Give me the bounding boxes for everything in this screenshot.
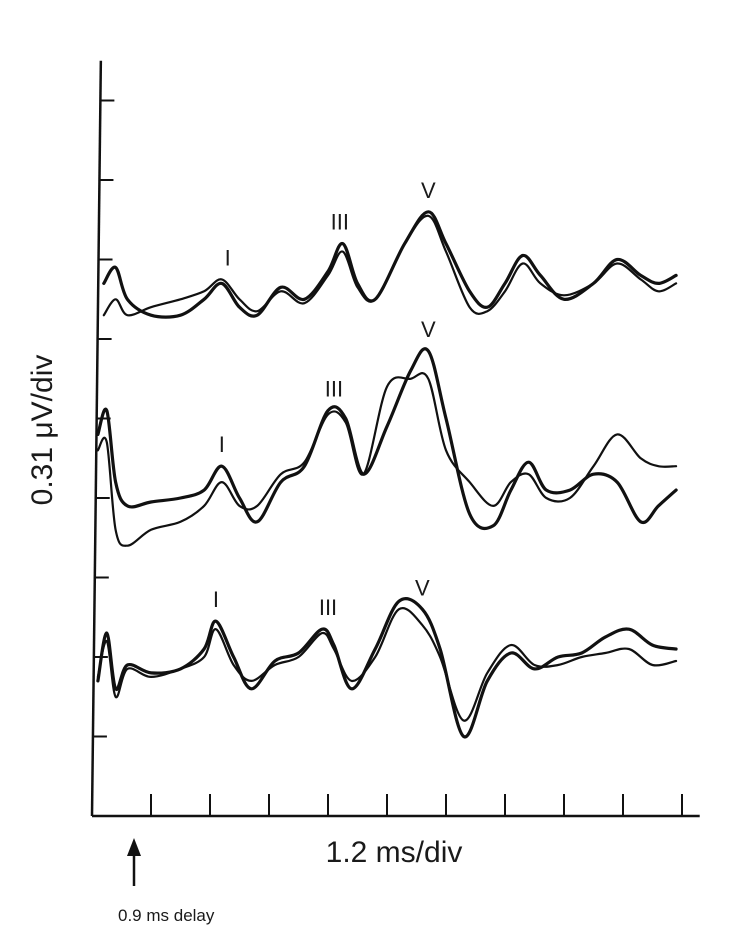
peak-label: I <box>219 432 225 457</box>
axes <box>90 60 700 818</box>
peak-label: I <box>213 587 219 612</box>
peak-label: I <box>225 245 231 270</box>
peak-label: III <box>325 377 343 402</box>
x-axis-label: 1.2 ms/div <box>326 836 463 869</box>
trace-3-line-2 <box>96 607 678 722</box>
trace-2-line-1 <box>96 347 678 531</box>
trace-1-line-2 <box>102 214 678 317</box>
trace-1-line-1 <box>102 210 678 319</box>
delay-annotation: 0.9 ms delay <box>118 906 215 925</box>
peak-label: V <box>421 317 436 342</box>
y-axis-label: 0.31 μV/div <box>26 355 59 506</box>
trace-2-line-2 <box>96 372 678 547</box>
peak-label: V <box>421 178 436 203</box>
traces <box>96 210 678 739</box>
peak-label: V <box>415 575 430 600</box>
y-axis-line <box>90 60 103 817</box>
delay-arrow <box>127 838 141 886</box>
peak-label: III <box>331 210 349 235</box>
peak-label: III <box>319 595 337 620</box>
